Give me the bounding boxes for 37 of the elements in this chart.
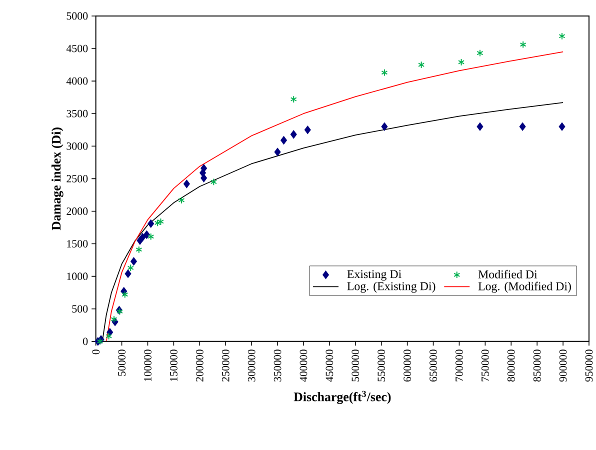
x-tick-label: 350000 (274, 349, 282, 382)
x-tick-label: 550000 (378, 349, 386, 382)
x-tick-label: 250000 (222, 349, 230, 382)
x-tick-label: 950000 (585, 349, 593, 382)
x-tick-label: 900000 (559, 349, 567, 382)
y-tick-label: 1000 (67, 272, 88, 280)
x-tick-label: 850000 (533, 349, 541, 382)
x-tick-label: 800000 (507, 349, 515, 382)
y-tick-label: 1500 (67, 240, 88, 248)
x-tick-label: 450000 (326, 349, 334, 382)
y-axis-title: Damage index (Di) (52, 127, 64, 230)
x-tick-label: 400000 (300, 349, 308, 382)
x-tick-label: 650000 (430, 349, 437, 382)
x-tick-label: 100000 (144, 349, 152, 381)
x-tick-label: 0 (92, 349, 100, 354)
x-tick-label: 700000 (456, 349, 463, 382)
x-tick-label: 50000 (118, 349, 126, 376)
y-tick-label: 4000 (66, 77, 88, 85)
legend-label: Existing Di (347, 270, 402, 281)
y-tick-label: 3500 (66, 110, 88, 118)
y-tick-label: 5000 (66, 12, 88, 20)
x-tick-label: 150000 (170, 349, 178, 381)
legend-label: Log. (Existing Di) (347, 282, 436, 293)
x-tick-label: 500000 (352, 349, 360, 382)
y-tick-label: 2500 (66, 174, 88, 182)
legend-label: Log. (Modified Di) (478, 282, 571, 293)
y-tick-label: 4500 (66, 44, 88, 52)
x-tick-label: 600000 (404, 349, 412, 382)
x-axis-title: Discharge(ft$^{3}$/sec) (294, 390, 391, 404)
x-tick-label: 300000 (248, 349, 256, 382)
y-tick-label: 2000 (66, 207, 88, 215)
y-tick-label: 0 (83, 338, 88, 346)
y-tick-label: 500 (72, 305, 88, 312)
x-tick-label: 200000 (196, 349, 204, 382)
x-tick-label: 750000 (481, 349, 489, 382)
y-tick-label: 3000 (66, 142, 88, 150)
legend-label: Modified Di (478, 270, 538, 278)
